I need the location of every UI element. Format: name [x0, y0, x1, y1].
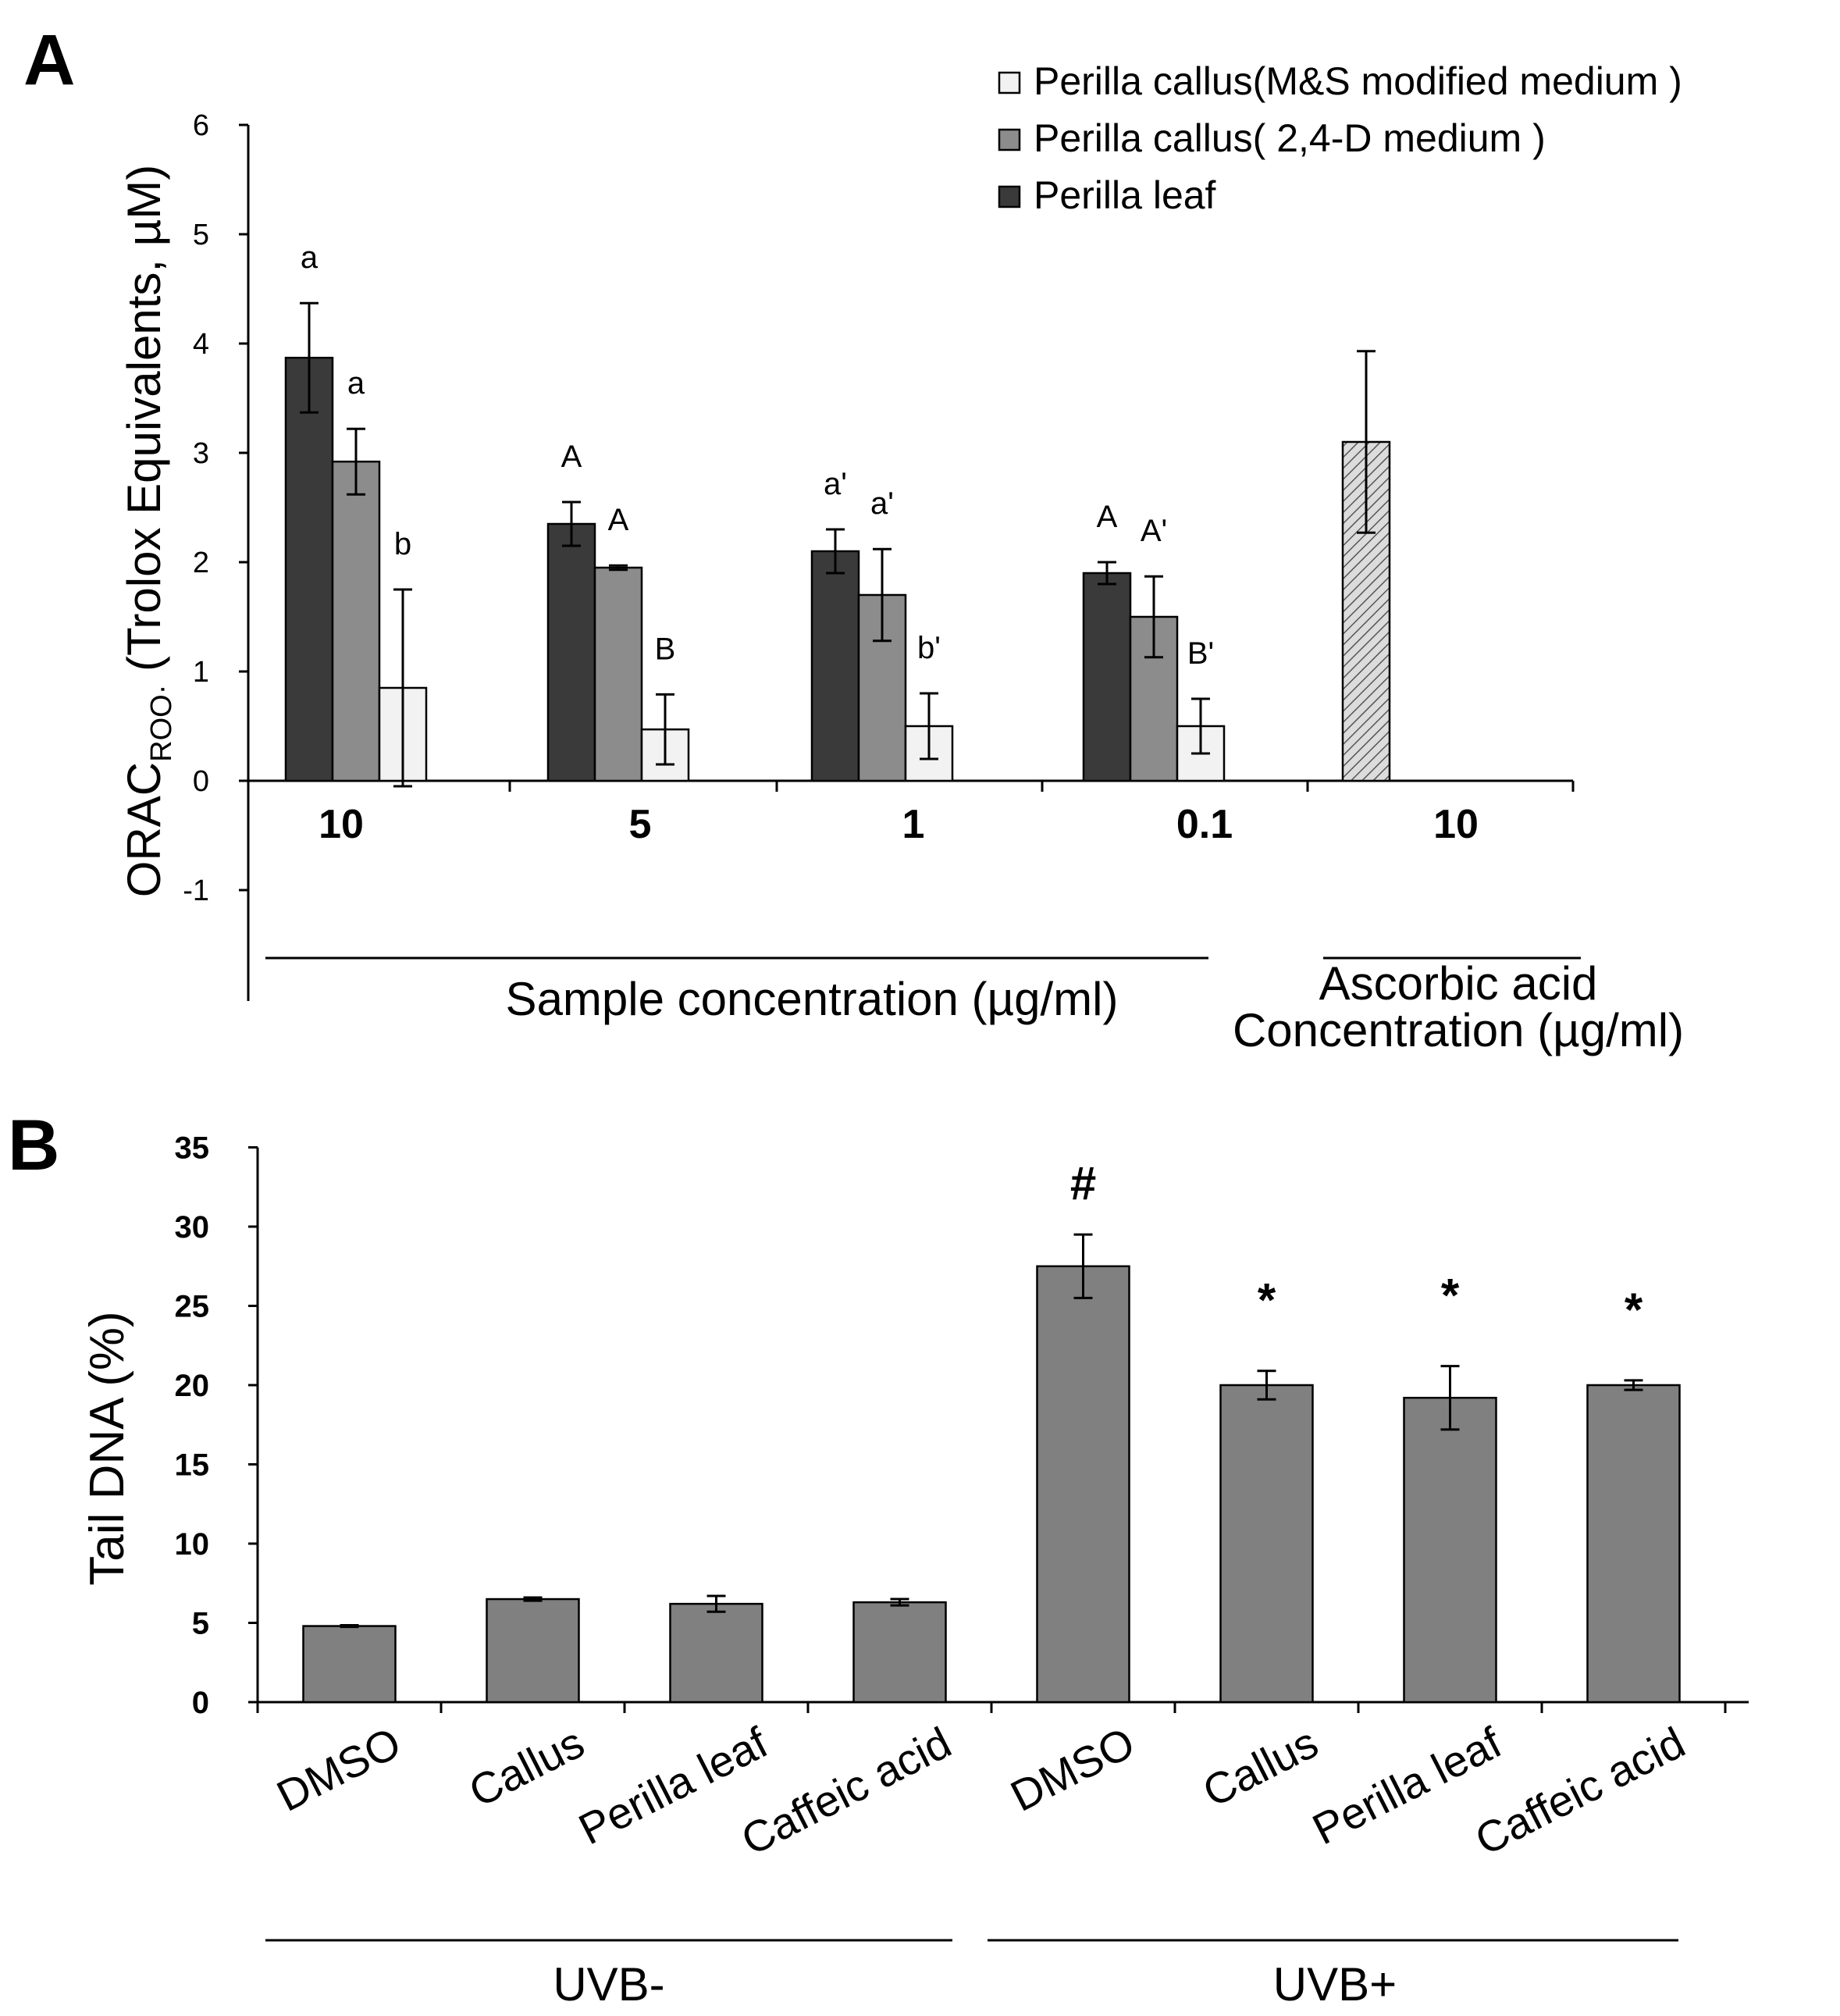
y-axis-title-a: ORACROO· (Trolox Equivalents, µM) — [118, 165, 178, 897]
y-tick-label-a: -1 — [183, 874, 209, 907]
y-tick-label-a: 0 — [193, 765, 209, 798]
bar-b — [302, 1625, 397, 1704]
significance-mark-b: * — [1625, 1284, 1643, 1336]
x-category-label-b: DMSO — [1003, 1718, 1142, 1821]
x-category-label-b: DMSO — [269, 1718, 408, 1821]
panel-a-letter: A — [23, 20, 75, 100]
y-axis-title-b: Tail DNA (%) — [80, 1311, 134, 1585]
y-tick-label-b: 35 — [175, 1131, 210, 1166]
y-axis-title-suffix: (Trolox Equivalents, µM) — [118, 165, 170, 685]
legend-label: Perilla leaf — [1034, 173, 1216, 217]
y-axis-title-main: ORAC — [118, 762, 170, 897]
y-tick-label-a: 4 — [193, 328, 209, 361]
sig-label-a: B — [655, 632, 676, 666]
bar-b — [669, 1602, 763, 1704]
bar-a — [593, 566, 643, 782]
bar-a — [810, 550, 860, 782]
sig-label-a: A — [608, 503, 629, 537]
y-tick-label-a: 2 — [193, 547, 209, 579]
legend-swatch — [998, 185, 1021, 208]
bar-a — [331, 460, 381, 782]
sig-label-a: B' — [1187, 636, 1214, 671]
group-label-uvb-plus: UVB+ — [1273, 1958, 1397, 2011]
bar-a — [546, 522, 596, 782]
y-tick-label-a: 3 — [193, 437, 209, 470]
legend-label: Perilla callus(M&S modified medium ) — [1034, 59, 1682, 103]
sig-label-a: b' — [917, 631, 941, 665]
x-category-label-a: 0.1 — [1176, 802, 1233, 847]
bar-b — [1036, 1265, 1130, 1704]
sig-label-a: a — [301, 240, 319, 275]
legend-swatch — [998, 71, 1021, 94]
bar-a — [284, 356, 334, 782]
x-category-label-a: 10 — [1433, 802, 1479, 847]
y-tick-label-a: 6 — [193, 109, 209, 142]
sig-label-a: A — [1097, 500, 1118, 534]
bar-b — [1403, 1396, 1497, 1704]
bar-b — [1219, 1384, 1314, 1704]
x-category-label-b: Callus — [1195, 1718, 1326, 1817]
sig-label-a: a' — [870, 486, 894, 521]
x-category-label-a: 1 — [902, 802, 925, 847]
bar-b — [852, 1601, 947, 1704]
y-tick-label-a: 1 — [193, 656, 209, 689]
y-tick-label-b: 30 — [175, 1210, 210, 1245]
sig-label-a: a' — [824, 467, 847, 501]
x-category-label-a: 5 — [629, 802, 652, 847]
y-axis-title-subscript: ROO· — [145, 685, 178, 762]
x-category-label-b: Caffeic acid — [734, 1718, 959, 1865]
y-tick-label-a: 5 — [193, 219, 209, 251]
significance-mark-b: * — [1258, 1274, 1276, 1327]
x-axis-title-concentration: Concentration (µg/ml) — [1233, 1004, 1684, 1056]
y-tick-label-b: 0 — [192, 1686, 209, 1720]
significance-mark-b: * — [1441, 1270, 1460, 1322]
sig-label-a: a — [347, 366, 365, 401]
panel-b-letter: B — [8, 1106, 59, 1185]
y-tick-label-b: 25 — [175, 1290, 210, 1324]
x-category-label-a: 10 — [319, 802, 364, 847]
significance-mark-b: # — [1070, 1157, 1096, 1209]
sig-label-a: A' — [1141, 514, 1167, 548]
group-label-uvb-minus: UVB- — [553, 1958, 664, 2011]
x-axis-title-ascorbic: Ascorbic acid — [1319, 957, 1598, 1010]
y-tick-label-b: 20 — [175, 1369, 210, 1403]
legend-label: Perilla callus( 2,4-D medium ) — [1034, 116, 1546, 160]
bar-b — [1586, 1384, 1681, 1704]
y-tick-label-b: 15 — [175, 1448, 210, 1483]
bar-a — [1082, 572, 1132, 782]
x-category-label-b: Caffeic acid — [1468, 1718, 1692, 1865]
sig-label-a: b — [394, 527, 411, 561]
y-tick-label-b: 10 — [175, 1527, 210, 1562]
legend-swatch — [998, 128, 1021, 151]
y-tick-label-b: 5 — [192, 1607, 209, 1641]
x-category-label-b: Callus — [461, 1718, 592, 1817]
x-axis-title-sample: Sample concentration (µg/ml) — [506, 973, 1119, 1025]
bar-b — [486, 1597, 580, 1704]
sig-label-a: A — [561, 440, 582, 474]
